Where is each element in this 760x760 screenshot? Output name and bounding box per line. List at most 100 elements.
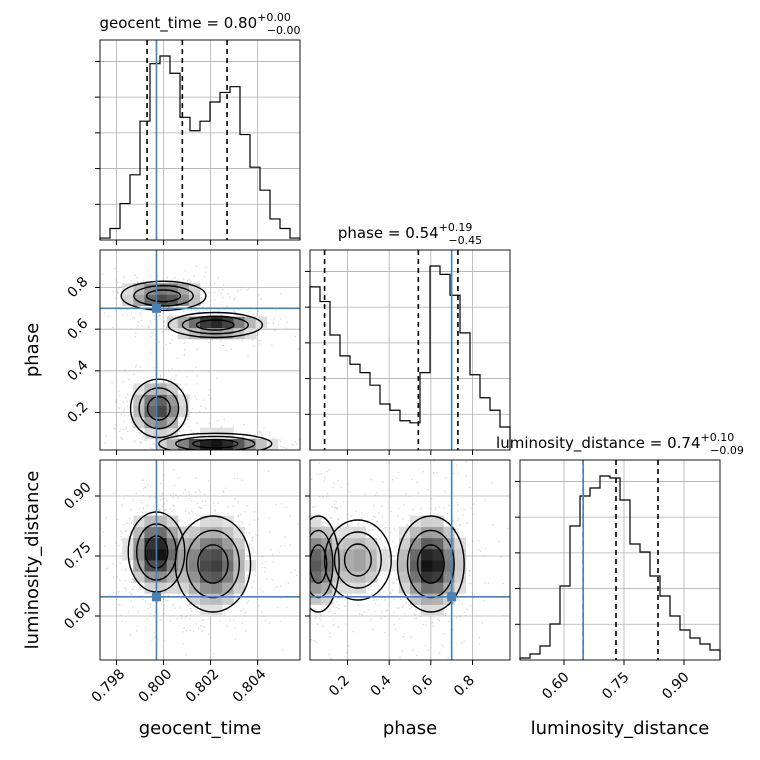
- sample-point: [128, 591, 131, 594]
- sample-point: [322, 625, 324, 628]
- sample-point: [147, 504, 150, 507]
- density-cell: [133, 283, 145, 295]
- sample-point: [116, 291, 119, 294]
- sample-point: [384, 615, 386, 618]
- sample-point: [272, 553, 274, 556]
- sample-point: [285, 566, 287, 568]
- sample-point: [139, 441, 141, 443]
- sample-point: [389, 592, 391, 595]
- sample-point: [276, 606, 279, 609]
- truth-marker: [151, 303, 161, 313]
- sample-point: [386, 609, 388, 612]
- sample-point: [294, 335, 297, 338]
- sample-point: [249, 437, 252, 440]
- sample-point: [131, 578, 133, 581]
- sample-point: [392, 582, 395, 584]
- sample-point: [130, 581, 133, 583]
- sample-point: [253, 437, 256, 439]
- sample-point: [370, 478, 372, 481]
- sample-point: [130, 312, 133, 315]
- sample-point: [200, 314, 203, 316]
- sample-point: [171, 452, 173, 454]
- sample-point: [277, 636, 279, 638]
- sample-point: [206, 309, 208, 311]
- sample-point: [221, 452, 223, 454]
- sample-point: [174, 314, 177, 317]
- sample-point: [296, 523, 299, 525]
- sample-point: [141, 479, 143, 481]
- sample-point: [148, 326, 150, 328]
- sample-point: [234, 311, 237, 314]
- sample-point: [203, 276, 206, 278]
- density-cell: [398, 560, 411, 572]
- density-cell: [398, 526, 411, 539]
- hist-panel-phase: phase = 0.54+0.19 −0.45: [305, 221, 511, 455]
- density-cell: [155, 394, 168, 406]
- sample-point: [316, 622, 318, 625]
- sample-point: [195, 383, 198, 385]
- sample-point: [464, 475, 467, 478]
- sample-point: [251, 547, 254, 549]
- sample-point: [150, 376, 152, 379]
- sample-point: [103, 545, 106, 548]
- sample-point: [306, 526, 308, 528]
- sample-point: [346, 651, 348, 654]
- sample-point: [159, 482, 162, 485]
- sample-point: [333, 623, 336, 626]
- sample-point: [457, 472, 460, 475]
- sample-point: [134, 332, 137, 334]
- sample-point: [183, 348, 186, 351]
- sample-point: [129, 560, 132, 563]
- density-cell: [200, 593, 212, 605]
- sample-point: [286, 558, 288, 560]
- density-cell: [443, 526, 455, 539]
- sample-point: [208, 370, 210, 372]
- sample-point: [442, 645, 445, 648]
- sample-point: [207, 341, 210, 344]
- density-cell: [177, 294, 190, 306]
- sample-point: [126, 405, 129, 407]
- sample-point: [116, 518, 119, 521]
- sample-point: [274, 687, 276, 689]
- density-cell: [233, 526, 245, 539]
- sample-point: [491, 482, 493, 484]
- sample-point: [292, 558, 294, 560]
- sample-point: [184, 521, 186, 523]
- density-cell: [155, 294, 168, 306]
- sample-point: [325, 495, 328, 498]
- sample-point: [246, 574, 249, 577]
- density-cell: [310, 593, 322, 605]
- density-cell: [200, 526, 212, 539]
- density-cell: [343, 548, 355, 561]
- sample-point: [163, 508, 166, 510]
- contour-line: [185, 529, 240, 599]
- sample-point: [411, 478, 413, 481]
- sample-point: [259, 430, 261, 432]
- density-cell: [211, 604, 223, 616]
- sample-point: [389, 496, 392, 498]
- sample-point: [173, 378, 176, 381]
- sample-point: [278, 551, 281, 554]
- sample-point: [463, 611, 466, 613]
- sample-point: [161, 492, 163, 495]
- density-cell: [222, 571, 234, 583]
- density-cell: [421, 560, 433, 572]
- sample-point: [246, 288, 248, 291]
- sample-point: [195, 265, 198, 268]
- sample-point: [217, 289, 220, 292]
- sample-point: [403, 503, 406, 506]
- contour-line: [323, 519, 392, 601]
- sample-point: [136, 280, 139, 283]
- sample-point: [178, 422, 181, 425]
- sample-point: [388, 506, 391, 509]
- sample-point: [280, 293, 282, 295]
- sample-point: [467, 608, 469, 611]
- contour-line: [120, 280, 207, 312]
- sample-point: [171, 368, 173, 370]
- density-cell: [144, 548, 156, 561]
- y-axis-label-luminosity_distance: luminosity_distance: [22, 471, 43, 650]
- sample-point: [127, 535, 129, 538]
- sample-point: [169, 282, 172, 284]
- sample-point: [115, 278, 118, 281]
- sample-point: [327, 524, 330, 526]
